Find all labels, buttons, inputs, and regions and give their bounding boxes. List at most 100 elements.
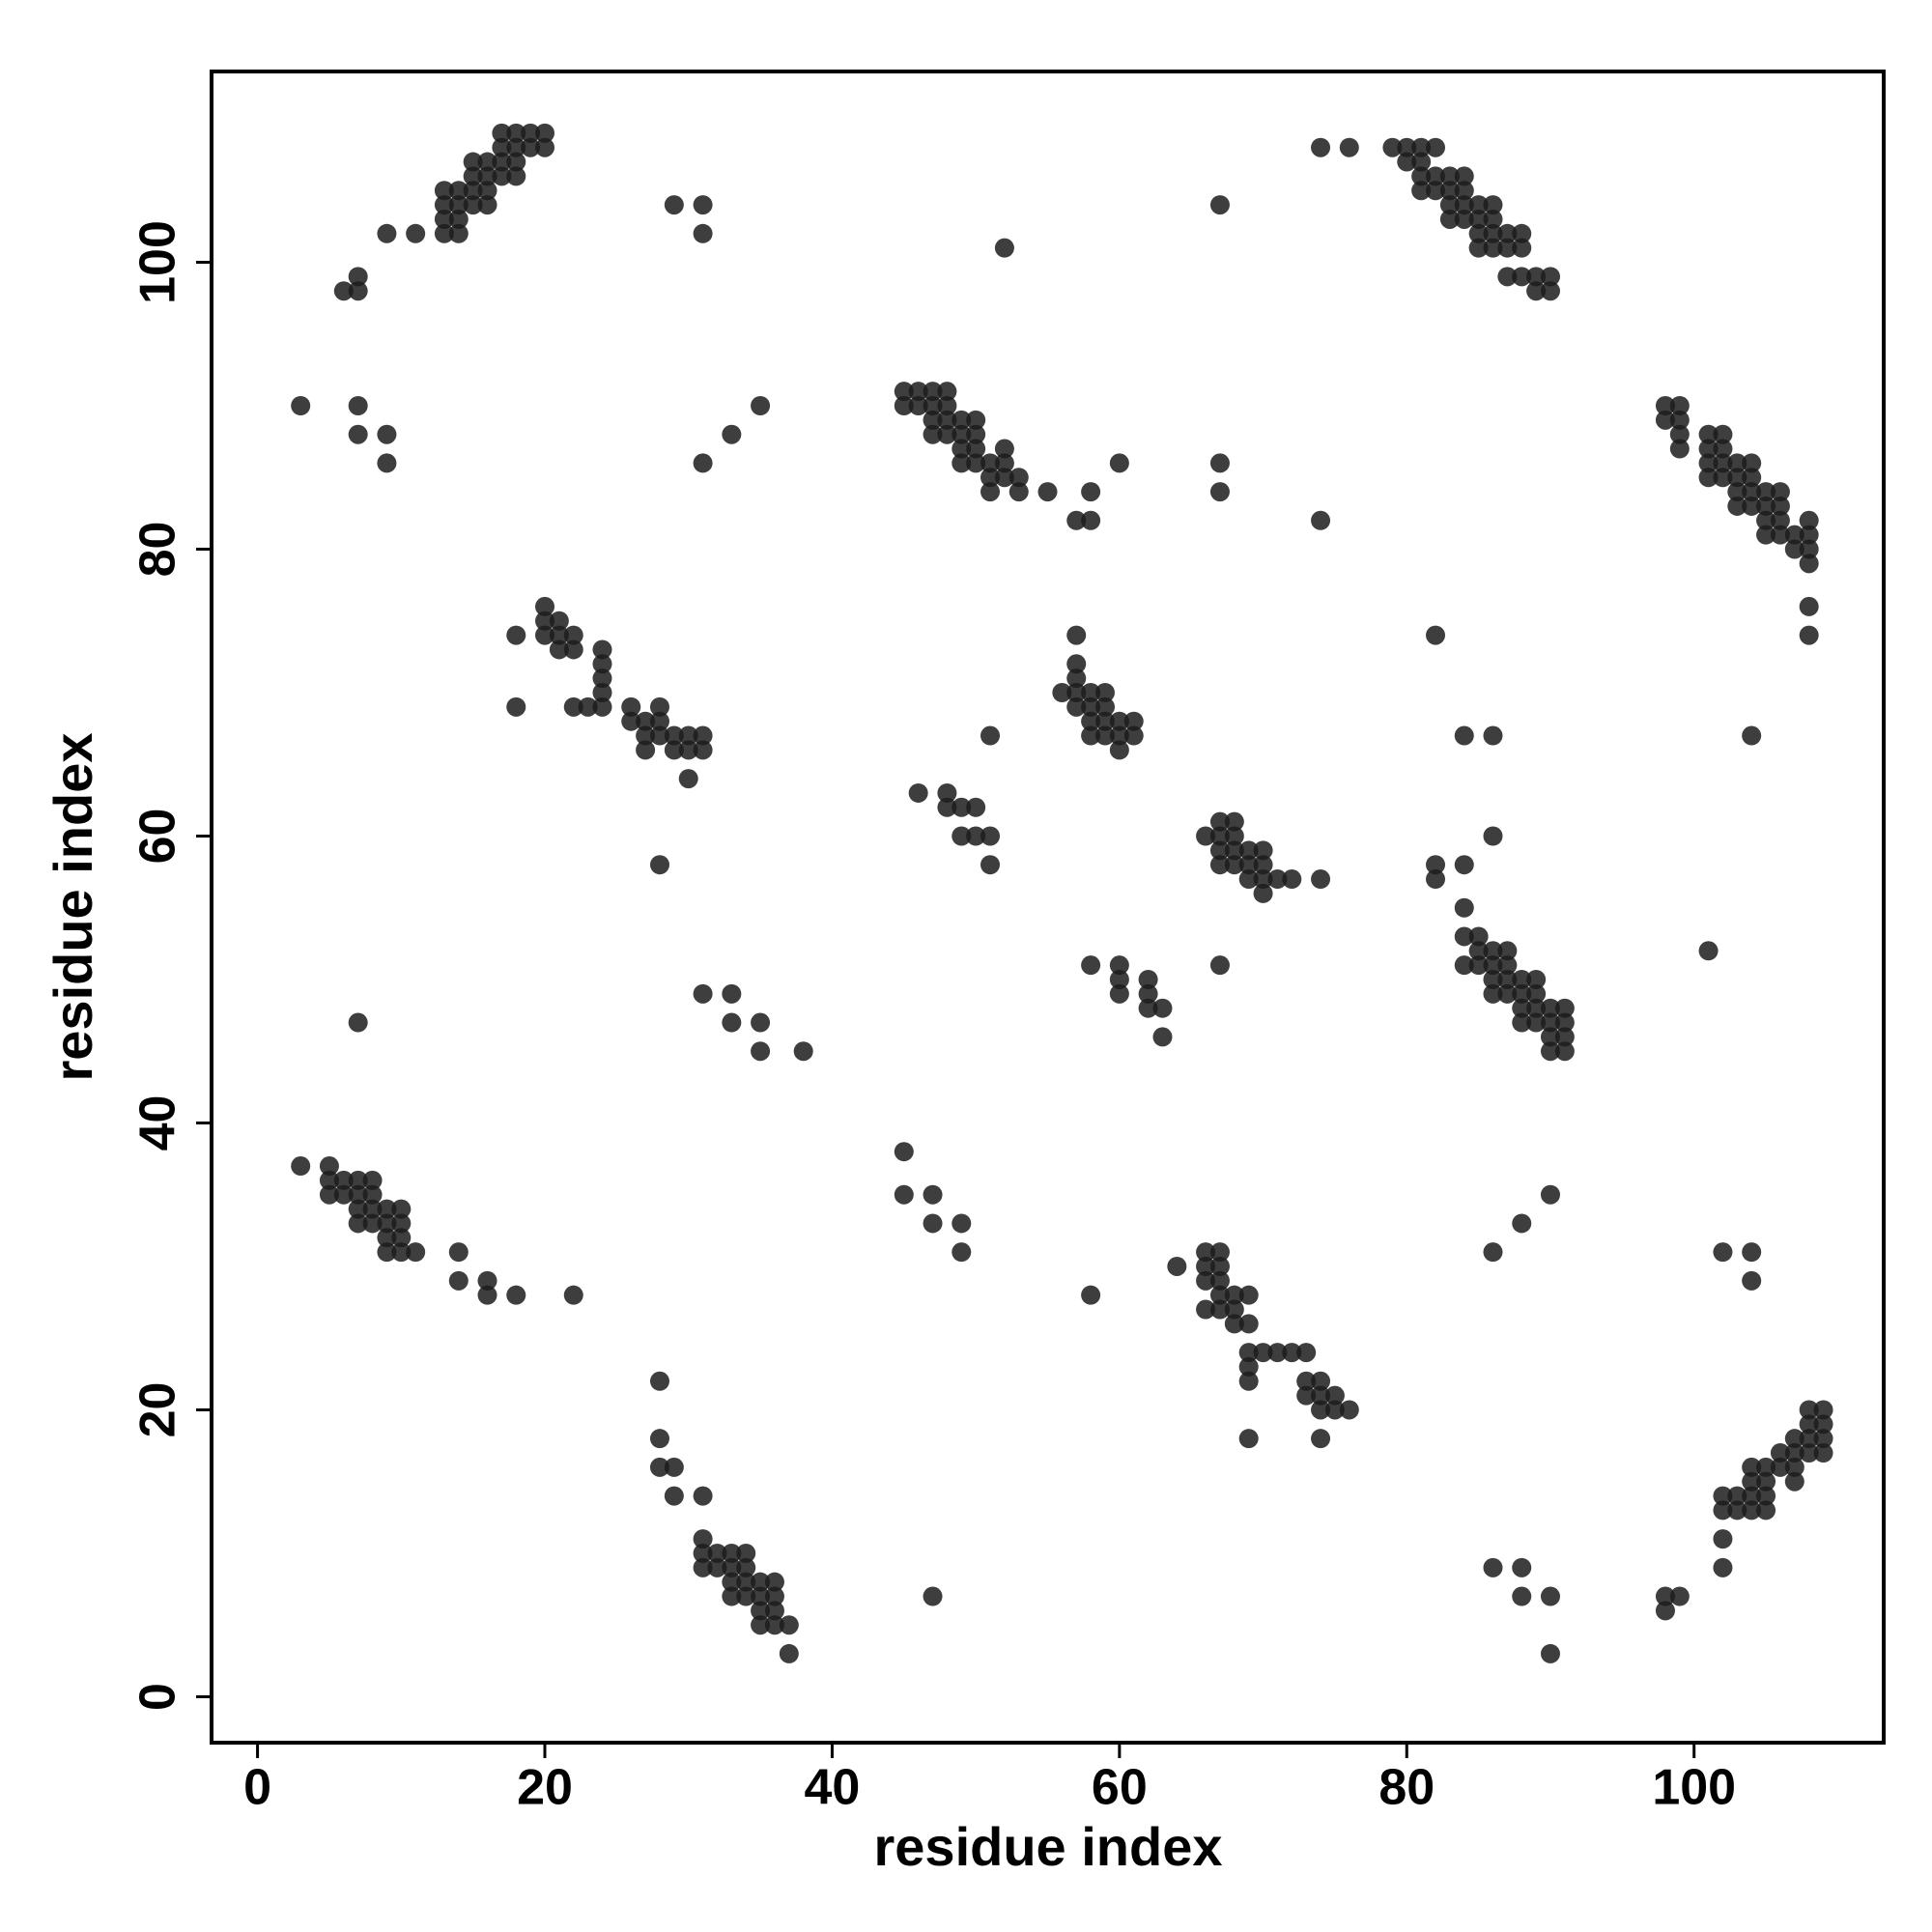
- point: [506, 166, 526, 186]
- point: [664, 1486, 684, 1506]
- point: [391, 1213, 412, 1234]
- point: [506, 137, 526, 157]
- point: [1756, 510, 1776, 530]
- point: [1311, 1400, 1331, 1420]
- point: [1296, 1385, 1317, 1406]
- point: [664, 195, 684, 215]
- point: [1094, 711, 1115, 731]
- point: [319, 1156, 339, 1177]
- point: [1238, 1371, 1259, 1391]
- point: [1224, 1299, 1244, 1320]
- point: [923, 1184, 943, 1205]
- point: [736, 1557, 756, 1577]
- point: [1411, 181, 1432, 201]
- point: [751, 1601, 771, 1621]
- point: [693, 195, 713, 215]
- point: [1094, 682, 1115, 702]
- point: [563, 625, 583, 645]
- point: [1238, 1285, 1259, 1305]
- point: [779, 1643, 799, 1663]
- point: [937, 782, 957, 803]
- point: [1066, 696, 1087, 717]
- point: [1713, 1557, 1733, 1577]
- point: [1468, 941, 1489, 961]
- point: [722, 1586, 742, 1606]
- point: [406, 1242, 426, 1263]
- point: [592, 639, 612, 660]
- point: [937, 410, 957, 430]
- point: [1756, 525, 1776, 545]
- point: [1698, 439, 1719, 459]
- point: [952, 439, 972, 459]
- y-tick-label: 100: [130, 220, 186, 304]
- point: [1669, 1586, 1690, 1606]
- point: [937, 797, 957, 817]
- point: [506, 625, 526, 645]
- point: [1756, 1471, 1776, 1492]
- point: [952, 410, 972, 430]
- point: [693, 1557, 713, 1577]
- point: [448, 181, 469, 201]
- point: [1397, 152, 1417, 172]
- point: [1052, 682, 1072, 702]
- point: [894, 1184, 914, 1205]
- point: [578, 696, 598, 717]
- point: [952, 826, 972, 846]
- point: [722, 1543, 742, 1563]
- point: [1454, 166, 1474, 186]
- point: [1784, 539, 1804, 559]
- point: [751, 1572, 771, 1592]
- point: [1727, 1486, 1747, 1506]
- point: [952, 453, 972, 473]
- point: [1540, 1586, 1560, 1606]
- point: [1152, 1027, 1173, 1047]
- y-tick-label: 60: [130, 809, 186, 865]
- point: [477, 181, 497, 201]
- point: [1196, 826, 1216, 846]
- point: [952, 424, 972, 444]
- point: [1713, 1242, 1733, 1263]
- point: [1037, 482, 1058, 502]
- point: [1253, 883, 1273, 903]
- point: [448, 1242, 469, 1263]
- point: [1526, 998, 1547, 1018]
- point: [391, 1199, 412, 1219]
- point: [1540, 1184, 1560, 1205]
- point: [1727, 1500, 1747, 1520]
- x-tick-label: 40: [805, 1760, 861, 1816]
- point: [1311, 137, 1331, 157]
- point: [678, 740, 698, 760]
- point: [1512, 1557, 1532, 1577]
- point: [1497, 955, 1518, 976]
- point: [1483, 195, 1503, 215]
- point: [923, 1213, 943, 1234]
- point: [1296, 1371, 1317, 1391]
- point: [649, 1457, 669, 1477]
- plot-frame: [210, 70, 1886, 1745]
- point: [592, 668, 612, 689]
- point: [1267, 1343, 1288, 1363]
- point: [1799, 1429, 1819, 1449]
- point: [1483, 223, 1503, 243]
- point: [1512, 969, 1532, 989]
- point: [1066, 510, 1087, 530]
- point: [1698, 453, 1719, 473]
- point: [1655, 1586, 1675, 1606]
- point: [1512, 238, 1532, 258]
- point: [1209, 482, 1230, 502]
- point: [980, 468, 1001, 488]
- point: [535, 123, 555, 143]
- point: [1669, 410, 1690, 430]
- point: [492, 166, 512, 186]
- point: [1483, 238, 1503, 258]
- point: [377, 424, 397, 444]
- point: [362, 1199, 383, 1219]
- point: [1009, 468, 1029, 488]
- point: [1339, 1400, 1359, 1420]
- point: [937, 424, 957, 444]
- point: [1813, 1400, 1833, 1420]
- point: [994, 238, 1014, 258]
- point: [649, 725, 669, 746]
- point: [492, 152, 512, 172]
- point: [908, 782, 928, 803]
